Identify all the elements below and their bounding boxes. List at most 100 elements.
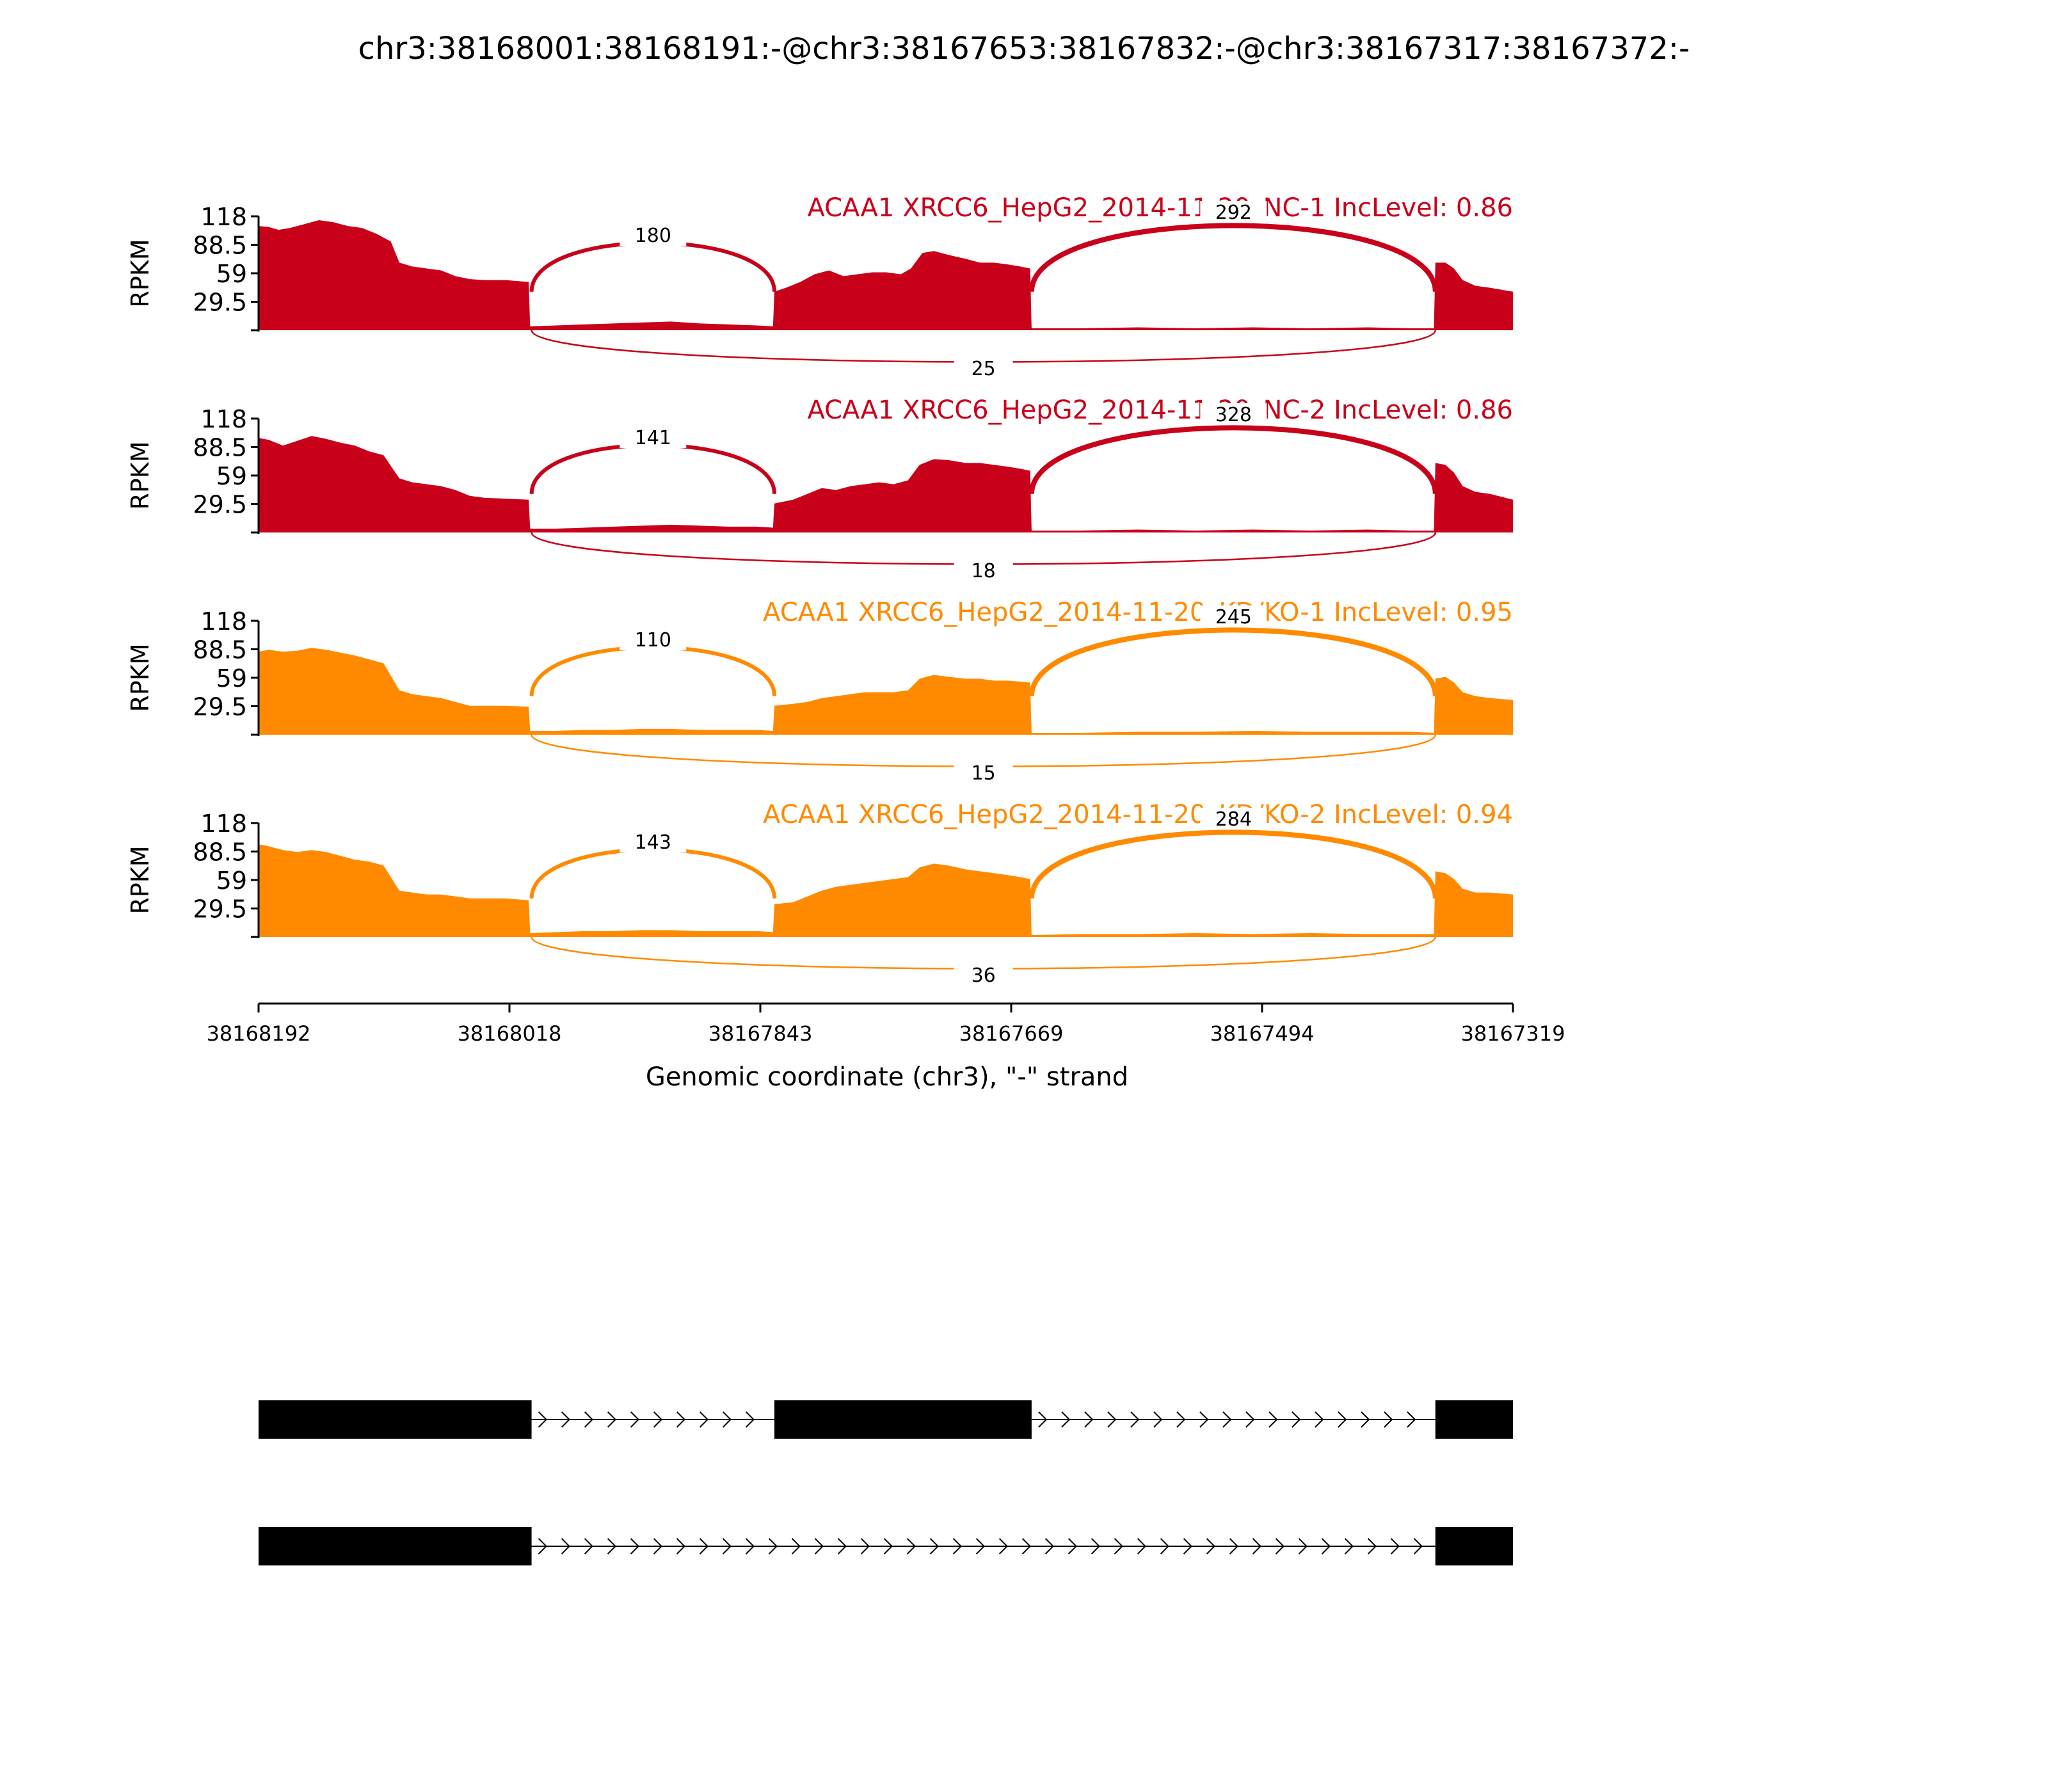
y-axis-label: RPKM xyxy=(126,441,154,509)
strand-arrow xyxy=(1176,1411,1186,1428)
panel-label: ACAA1 XRCC6_HepG2_2014-11-20_KD/KO-2 Inc… xyxy=(763,800,1513,829)
strand-arrow xyxy=(1292,1411,1301,1428)
strand-arrow xyxy=(791,1538,801,1555)
strand-arrow xyxy=(1084,1411,1094,1428)
upper-junction-2-arc xyxy=(1028,223,1438,292)
upper-junction-1-label: 110 xyxy=(635,629,671,652)
x-tick-label: 38167319 xyxy=(1461,1021,1565,1046)
x-tick-label: 38167669 xyxy=(959,1021,1064,1046)
strand-arrow xyxy=(1407,1411,1416,1428)
upper-junction-2-arc xyxy=(1028,425,1438,494)
exon-block xyxy=(259,1527,532,1565)
skip-junction-label-bg xyxy=(954,964,1013,986)
isoform-skipping xyxy=(259,1527,1513,1565)
strand-arrow xyxy=(1321,1538,1331,1555)
strand-arrow xyxy=(929,1538,939,1555)
strand-arrow xyxy=(653,1538,662,1555)
strand-arrow xyxy=(676,1538,685,1555)
upper-junction-1-label-bg xyxy=(620,831,687,852)
x-axis: 38168192 38168018 38167843 38167669 38167494… xyxy=(207,1002,1565,1046)
strand-arrow xyxy=(1206,1538,1215,1555)
upper-junction-2-arc xyxy=(1028,627,1438,696)
strand-arrow xyxy=(561,1411,570,1428)
strand-arrow xyxy=(1061,1411,1071,1428)
gene-model xyxy=(259,1400,1513,1565)
chart-title: chr3:38168001:38168191:-@chr3:38167653:3… xyxy=(358,31,1690,67)
strand-arrow xyxy=(1361,1411,1370,1428)
upper-junction-1-label-bg xyxy=(620,426,687,448)
strand-arrow xyxy=(1130,1411,1140,1428)
upper-junction-2-label-bg xyxy=(1200,403,1267,425)
strand-arrow xyxy=(1114,1538,1123,1555)
strand-arrow xyxy=(975,1538,985,1555)
skip-junction-label: 18 xyxy=(972,560,996,582)
strand-arrow xyxy=(630,1411,639,1428)
y-axis-label: RPKM xyxy=(126,643,154,712)
upper-junction-2-arc xyxy=(1028,829,1438,899)
strand-arrow xyxy=(1107,1411,1117,1428)
upper-junction-2-label: 292 xyxy=(1215,202,1252,224)
y-tick-label: 29.5 xyxy=(193,289,247,317)
upper-junction-2-label: 245 xyxy=(1215,606,1252,628)
strand-arrow xyxy=(699,1411,708,1428)
strand-arrow xyxy=(1344,1538,1354,1555)
upper-junction-2-label-bg xyxy=(1200,605,1267,627)
strand-arrow xyxy=(584,1538,593,1555)
strand-arrow xyxy=(906,1538,916,1555)
strand-arrow xyxy=(1338,1411,1347,1428)
strand-arrow xyxy=(883,1538,893,1555)
strand-arrow xyxy=(538,1538,547,1555)
strand-arrow xyxy=(1160,1538,1169,1555)
strand-arrow xyxy=(699,1538,708,1555)
strand-arrow xyxy=(1268,1411,1278,1428)
strand-arrow xyxy=(1044,1538,1054,1555)
coverage-area xyxy=(259,220,1513,330)
strand-arrow xyxy=(745,1411,755,1428)
upper-junction-1-label: 180 xyxy=(635,225,671,247)
strand-arrow xyxy=(630,1538,639,1555)
y-axis-label: RPKM xyxy=(126,845,154,914)
strand-arrow xyxy=(1229,1538,1238,1555)
coverage-area xyxy=(259,648,1513,735)
upper-junction-2-label: 284 xyxy=(1215,808,1252,831)
exon-block xyxy=(774,1400,1032,1439)
strand-arrow xyxy=(1275,1538,1284,1555)
strand-arrow xyxy=(1413,1538,1423,1555)
coverage-area xyxy=(259,844,1513,937)
upper-junction-1-label-bg xyxy=(620,224,687,246)
strand-arrow xyxy=(561,1538,570,1555)
strand-arrow xyxy=(1390,1538,1400,1555)
strand-arrow xyxy=(1199,1411,1209,1428)
panel-label: ACAA1 XRCC6_HepG2_2014-11-20_NC-2 IncLev… xyxy=(807,396,1513,425)
strand-arrow xyxy=(722,1538,732,1555)
strand-arrow xyxy=(1245,1411,1255,1428)
strand-arrow xyxy=(814,1538,824,1555)
y-tick-label: 29.5 xyxy=(193,895,247,924)
y-tick-label: 118 xyxy=(200,607,247,636)
strand-arrow xyxy=(1298,1538,1308,1555)
strand-arrow xyxy=(1068,1538,1077,1555)
y-tick-label: 88.5 xyxy=(193,434,247,462)
upper-junction-2-label-bg xyxy=(1200,808,1267,829)
y-tick-label: 118 xyxy=(200,405,247,433)
exon-block xyxy=(1435,1400,1513,1439)
strand-arrow xyxy=(1021,1538,1031,1555)
x-tick-label: 38167494 xyxy=(1210,1021,1315,1046)
x-tick-label: 38168192 xyxy=(207,1021,311,1046)
y-tick-label: 59 xyxy=(216,867,247,895)
strand-arrow xyxy=(1153,1411,1163,1428)
y-tick-label: 29.5 xyxy=(193,693,247,721)
skip-junction-label-bg xyxy=(954,357,1013,379)
y-tick-label: 118 xyxy=(200,203,247,231)
isoform-inclusion xyxy=(259,1400,1513,1439)
strand-arrow xyxy=(952,1538,962,1555)
strand-arrow xyxy=(607,1411,616,1428)
strand-arrow xyxy=(860,1538,870,1555)
strand-arrow xyxy=(1384,1411,1393,1428)
